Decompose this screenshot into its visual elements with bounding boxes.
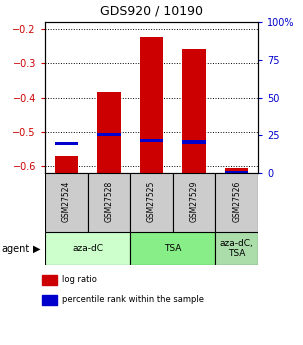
Bar xyxy=(45,173,88,232)
Text: GSM27525: GSM27525 xyxy=(147,181,156,222)
Bar xyxy=(182,140,206,144)
Bar xyxy=(45,232,130,265)
Text: agent: agent xyxy=(2,244,30,254)
Text: aza-dC,
TSA: aza-dC, TSA xyxy=(220,239,254,258)
Text: log ratio: log ratio xyxy=(62,276,97,285)
Text: GSM27528: GSM27528 xyxy=(105,181,113,222)
Bar xyxy=(55,142,78,145)
Bar xyxy=(182,49,206,173)
Bar xyxy=(97,133,121,136)
Bar xyxy=(130,173,173,232)
Bar xyxy=(225,170,248,174)
Bar xyxy=(88,173,130,232)
Bar xyxy=(140,38,163,173)
Text: aza-dC: aza-dC xyxy=(72,244,103,253)
Bar xyxy=(130,232,215,265)
Bar xyxy=(225,168,248,173)
Text: ▶: ▶ xyxy=(33,244,41,254)
Text: GSM27524: GSM27524 xyxy=(62,181,71,222)
Text: percentile rank within the sample: percentile rank within the sample xyxy=(62,296,204,305)
Bar xyxy=(55,156,78,173)
Bar xyxy=(215,232,258,265)
Bar xyxy=(215,173,258,232)
Text: GDS920 / 10190: GDS920 / 10190 xyxy=(100,5,203,18)
Text: GSM27526: GSM27526 xyxy=(232,181,241,222)
Bar xyxy=(42,295,57,305)
Bar xyxy=(140,139,163,142)
Bar xyxy=(42,275,57,285)
Text: GSM27529: GSM27529 xyxy=(190,181,198,222)
Text: TSA: TSA xyxy=(164,244,181,253)
Bar xyxy=(173,173,215,232)
Bar xyxy=(97,92,121,173)
